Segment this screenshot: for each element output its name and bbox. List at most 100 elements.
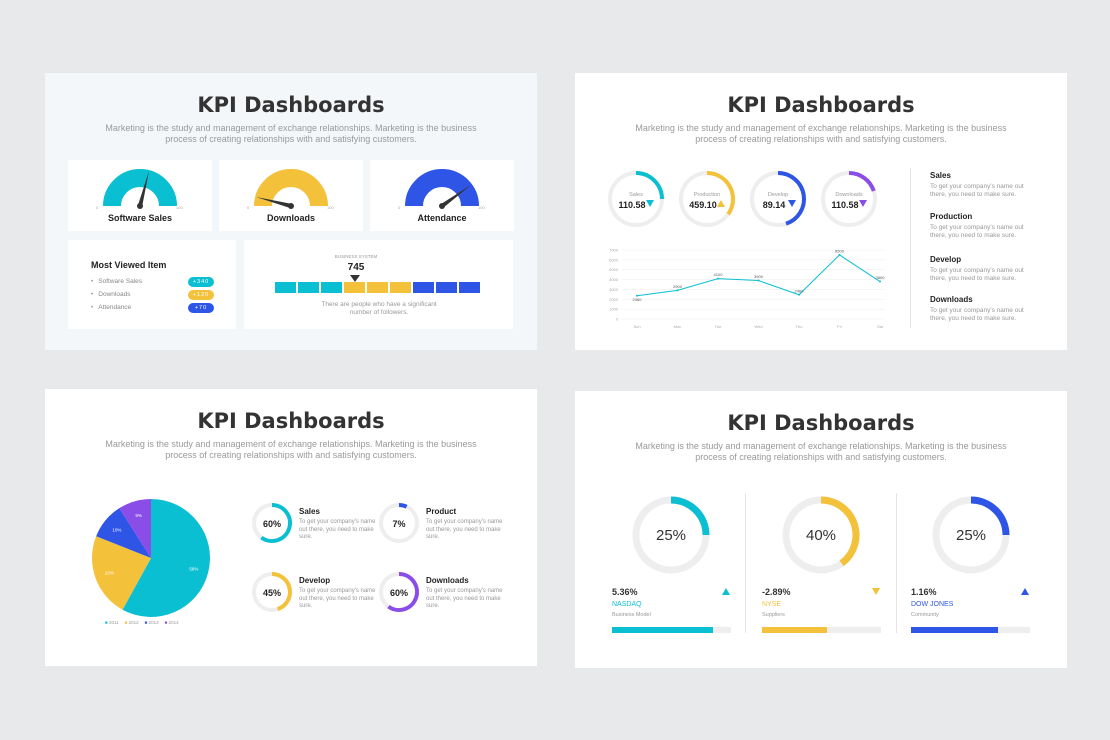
legend-item: ■ 2013: [145, 620, 159, 625]
donut-label: Production: [693, 192, 721, 198]
business-value: 745: [347, 262, 365, 273]
gauge-max-label: 100: [176, 205, 183, 210]
most-viewed-badge: +70: [188, 303, 214, 313]
donut-value: 110.58: [618, 200, 646, 210]
legend-item: ■ 2011: [105, 620, 119, 625]
slide-line-chart: KPI Dashboards Marketing is the study an…: [575, 73, 1067, 350]
x-tick-label: Sun: [633, 324, 640, 329]
gauge-needle: [256, 197, 292, 209]
legend-label: 2011: [108, 620, 119, 625]
pointer-triangle-icon: [350, 275, 360, 282]
index-pct: 25%: [955, 527, 987, 544]
data-label: 6500: [835, 248, 845, 253]
index-name: NASDAQ: [612, 601, 642, 608]
pie-slice: [122, 499, 210, 617]
legend-swatch-icon: ■: [164, 620, 168, 625]
business-segment: [275, 282, 296, 293]
pie-chart: 58% 23% 10% 9%: [92, 499, 210, 617]
slide-title: KPI Dashboards: [727, 411, 915, 435]
gauge-arc: [405, 169, 479, 207]
y-tick-label: 1000: [609, 307, 619, 312]
business-system-card: BUSINESS SYSTEM 745 There are people who…: [244, 240, 513, 329]
data-label: 2900: [673, 284, 683, 289]
business-note: There are people who have a significant …: [321, 301, 437, 316]
index-change: 5.36%: [612, 587, 638, 597]
item-title: Product: [426, 507, 457, 516]
trend-up-icon: [722, 588, 730, 595]
x-tick-label: Thu: [796, 324, 803, 329]
side-item-title: Develop: [930, 255, 962, 264]
divider: [910, 168, 911, 328]
gauge-needle: [440, 184, 472, 208]
legend-item: ■ 2014: [165, 620, 179, 625]
legend-item: ■ 2012: [125, 620, 139, 625]
index-donut-arc: [820, 496, 860, 567]
index-progress-fill: [762, 627, 828, 633]
trend-down-icon: [859, 200, 867, 207]
kpi-donut-row: [608, 171, 877, 227]
business-segment: [413, 282, 434, 293]
business-segment: [298, 282, 319, 293]
gauge-min-label: 0: [398, 205, 401, 210]
index-progress-fill: [911, 627, 998, 633]
gauge-downloads: [254, 169, 328, 209]
index-progress: [911, 627, 1030, 633]
donut-label: Develop: [767, 192, 789, 198]
gauge-hub: [288, 203, 294, 209]
gauge-software-sales: [103, 169, 177, 209]
gauge-attendance: [405, 169, 479, 209]
index-name: DOW JONES: [911, 601, 954, 608]
slide-title: KPI Dashboards: [727, 93, 915, 117]
data-point: [838, 253, 841, 256]
kpi-donut-arc: [848, 171, 876, 192]
gauge-min-label: 0: [247, 205, 250, 210]
most-viewed-badge: +340: [188, 277, 214, 287]
pie-slice-label: 58%: [189, 567, 198, 572]
side-item-title: Sales: [930, 171, 951, 180]
gauge-label: Downloads: [266, 213, 315, 223]
item-pct: 45%: [262, 588, 281, 598]
legend-swatch-icon: ■: [124, 620, 128, 625]
business-segment: [436, 282, 457, 293]
item-pct: 7%: [392, 519, 406, 529]
item-donut-arc: [398, 503, 408, 509]
item-donut-arc: [271, 572, 292, 612]
item-title: Downloads: [426, 576, 469, 585]
trend-down-icon: [646, 200, 654, 207]
index-progress: [612, 627, 731, 633]
most-viewed-item: Downloads: [91, 291, 130, 298]
index-donut-arc: [970, 496, 1010, 536]
donut-label: Downloads: [835, 192, 863, 198]
item-pct: 60%: [262, 519, 281, 529]
y-tick-label: 0: [616, 317, 619, 322]
gauge-min-label: 0: [96, 205, 99, 210]
pie-slice-label: 10%: [112, 527, 121, 532]
gauge-max-label: 100: [478, 205, 485, 210]
index-sub: Business Model: [612, 612, 651, 618]
side-item-title: Downloads: [930, 295, 973, 304]
data-label: 3900: [754, 274, 764, 279]
index-change: -2.89%: [762, 587, 791, 597]
index-change: 1.16%: [911, 587, 937, 597]
x-tick-label: Sat: [877, 324, 884, 329]
gauge-card-attendance: 0 100 Attendance: [370, 160, 514, 231]
gauge-card-downloads: 0 100 Downloads: [219, 160, 363, 231]
pie-slice: [119, 499, 151, 558]
legend-label: 2012: [128, 620, 139, 625]
business-segment: [390, 282, 411, 293]
line-chart: 7000 6000 5000 4000 3000 2000 1000 0 Sun Mon Tue We…: [609, 248, 885, 330]
index-pct: 25%: [655, 527, 687, 544]
side-item-text: To get your company's name out there, yo…: [930, 267, 1024, 282]
gauge-hub: [439, 203, 445, 209]
data-point: [676, 289, 679, 292]
data-point: [757, 279, 760, 282]
slide-title: KPI Dashboards: [197, 93, 385, 117]
most-viewed-item: Software Sales: [91, 278, 142, 285]
pie-legend: ■ 2011 ■ 2012 ■ 2013 ■ 2014: [105, 620, 179, 625]
legend-swatch-icon: ■: [105, 620, 108, 625]
gauge-max-label: 100: [327, 205, 334, 210]
trend-up-icon: [1021, 588, 1029, 595]
y-tick-label: 7000: [609, 248, 619, 253]
index-sub: Suppliers: [762, 612, 785, 618]
side-item-text: To get your company's name out there, yo…: [930, 307, 1024, 322]
